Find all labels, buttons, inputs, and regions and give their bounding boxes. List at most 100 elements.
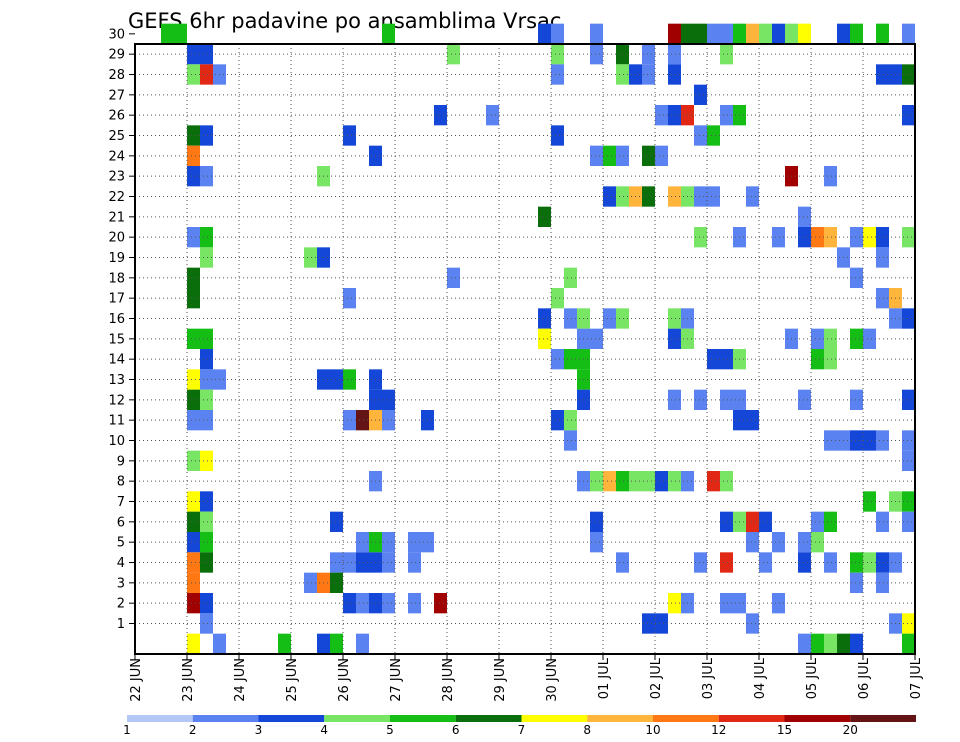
heatmap-cell: [447, 44, 460, 65]
heatmap-cell: [187, 125, 200, 146]
heatmap-cell: [616, 64, 629, 85]
heatmap-cell: [863, 491, 876, 512]
colorbar-segment: [390, 715, 456, 722]
heatmap-cell: [200, 349, 213, 370]
heatmap-cell: [772, 227, 785, 248]
heatmap-cell: [850, 227, 863, 248]
heatmap-cell: [707, 23, 733, 44]
y-tick-label: 3: [117, 576, 125, 591]
colorbar-segment: [587, 715, 653, 722]
heatmap-cell: [356, 593, 369, 614]
heatmap-cell: [824, 349, 837, 370]
heatmap-cell: [707, 125, 720, 146]
plot-frame: [134, 43, 916, 655]
heatmap-cell: [902, 105, 915, 126]
y-tick-label: 13: [108, 373, 125, 388]
heatmap-cell: [447, 267, 460, 288]
chart-title: GEFS 6hr padavine po ansamblima Vrsac: [128, 9, 561, 33]
heatmap-cell: [902, 227, 915, 248]
heatmap-cell: [850, 267, 863, 288]
heatmap-cell: [850, 572, 863, 593]
heatmap-cell: [798, 552, 811, 573]
heatmap-cell: [343, 125, 356, 146]
heatmap-cell: [213, 633, 226, 654]
heatmap-cell: [668, 44, 681, 65]
heatmap-cell: [876, 288, 889, 309]
heatmap-cell: [564, 267, 577, 288]
heatmap-cell: [668, 105, 681, 126]
y-tick-label: 4: [117, 556, 125, 571]
heatmap-cell: [902, 491, 915, 512]
heatmap-cell: [330, 633, 343, 654]
heatmap-cell: [564, 349, 590, 370]
heatmap-cell: [876, 247, 889, 268]
heatmap-cell: [759, 23, 772, 44]
heatmap-cell: [798, 389, 811, 410]
heatmap-cell: [200, 125, 213, 146]
heatmap-cell: [772, 23, 785, 44]
x-tick-label: 01 JUL: [597, 657, 612, 699]
heatmap-cell: [655, 471, 668, 492]
x-axis-ticks: 22 JUN 23 JUN 24 JUN 25 JUN 26 JUN 27 JUN 28 J…: [129, 654, 924, 702]
heatmap-cell: [876, 64, 902, 85]
y-tick-label: 16: [108, 312, 125, 327]
heatmap-cell: [798, 633, 811, 654]
heatmap-cell: [720, 44, 733, 65]
heatmap-cell: [317, 633, 330, 654]
colorbar-segment: [258, 715, 325, 722]
heatmap-cell: [187, 389, 200, 410]
heatmap-cell: [746, 23, 759, 44]
heatmap-cell: [382, 410, 395, 431]
heatmap-cell: [356, 633, 369, 654]
y-tick-label: 20: [108, 231, 125, 246]
heatmap-cell: [200, 166, 213, 187]
heatmap-cell: [850, 389, 863, 410]
x-tick-label: 06 JUL: [857, 657, 872, 699]
heatmap-cell: [590, 145, 603, 166]
heatmap-cell: [382, 552, 395, 573]
heatmap-cell: [200, 491, 213, 512]
colorbar-segment: [455, 715, 522, 722]
heatmap-cell: [824, 430, 850, 451]
heatmap-cell: [317, 369, 343, 390]
colorbar-label: 12: [711, 723, 726, 737]
heatmap-cell: [187, 572, 200, 593]
y-tick-label: 6: [117, 515, 125, 530]
heatmap-cell: [304, 572, 317, 593]
heatmap-cell: [863, 552, 876, 573]
heatmap-cell: [551, 44, 564, 65]
heatmap-cell: [668, 593, 681, 614]
heatmap-cell: [655, 105, 668, 126]
heatmap-cell: [369, 389, 395, 410]
y-tick-label: 5: [117, 536, 125, 551]
heatmap-cell: [902, 64, 915, 85]
heatmap-cell: [837, 633, 850, 654]
heatmap-cell: [538, 23, 551, 44]
x-tick-label: 04 JUL: [753, 657, 768, 699]
y-tick-label: 19: [108, 251, 125, 266]
heatmap-cell: [629, 471, 655, 492]
heatmap-cell: [616, 145, 629, 166]
heatmap-cell: [811, 227, 824, 248]
grid-lines: [135, 44, 915, 654]
y-tick-label: 30: [108, 27, 125, 42]
heatmap-cell: [694, 389, 707, 410]
colorbar-label: 1: [123, 723, 131, 737]
x-tick-label: 29 JUN: [493, 658, 508, 702]
heatmap-cell: [733, 410, 759, 431]
colorbar-segment: [784, 715, 851, 722]
heatmap-cell: [551, 125, 564, 146]
colorbar-segment: [192, 715, 259, 722]
heatmap-cell: [733, 23, 746, 44]
y-tick-label: 25: [108, 129, 125, 144]
heatmap-cell: [200, 247, 213, 268]
heatmap-cell: [200, 613, 213, 634]
y-tick-label: 10: [108, 434, 125, 449]
heatmap-cell: [161, 23, 187, 44]
y-tick-label: 18: [108, 271, 125, 286]
heatmap-cell: [343, 369, 356, 390]
heatmap-cell: [720, 105, 733, 126]
heatmap-cell: [200, 369, 226, 390]
y-tick-label: 28: [108, 68, 125, 83]
colorbar-segment: [324, 715, 390, 722]
